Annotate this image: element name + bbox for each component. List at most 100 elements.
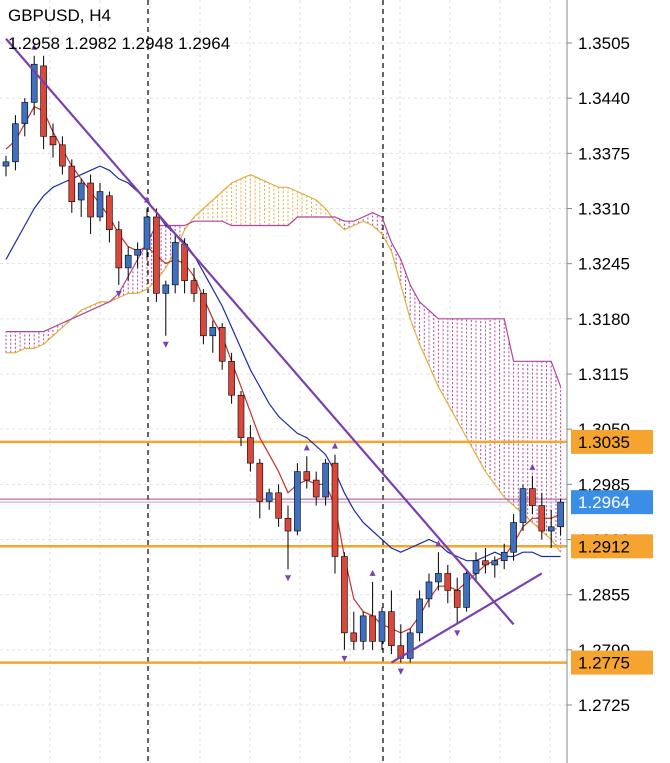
price-tick-label: 1.2985: [578, 475, 630, 494]
price-tick-label: 1.3310: [578, 200, 630, 219]
symbol-title: GBPUSD, H4: [8, 6, 111, 25]
price-tick-label: 1.2855: [578, 586, 630, 605]
candle-body: [463, 573, 470, 608]
price-tick-label: 1.3180: [578, 310, 630, 329]
fractal-up-marker: [144, 196, 150, 203]
candle-body: [181, 243, 188, 281]
candle-body: [228, 360, 235, 396]
price-tick-label: 1.3375: [578, 144, 630, 163]
candle-body: [500, 551, 508, 562]
candle-body: [218, 327, 226, 362]
senkou-span-a: [6, 173, 562, 553]
fractal-down-marker: [341, 655, 348, 662]
candle-body: [134, 248, 141, 256]
candle-body: [40, 65, 47, 137]
candle-body: [77, 182, 85, 201]
candle-body: [200, 293, 207, 337]
candle-body: [143, 216, 151, 250]
trendlines[interactable]: [5, 38, 543, 664]
chart-grid: [0, 0, 567, 763]
kijun-sen-line: [5, 165, 561, 562]
fractal-markers: [31, 43, 536, 675]
current-price-tag-label: 1.2964: [578, 493, 630, 512]
level-price-tag-label: 1.2912: [578, 537, 630, 556]
level-price-tag: [571, 429, 653, 454]
fractal-up-marker: [435, 540, 442, 547]
candle-body: [388, 611, 395, 646]
price-tags: 1.3035 1.2912 1.2775 1.2964: [571, 429, 653, 675]
candle-body: [96, 191, 104, 218]
price-tick-label: 1.3115: [578, 365, 629, 384]
candle-body: [416, 598, 423, 634]
candle-body: [303, 471, 311, 481]
fractal-up-marker: [332, 442, 338, 449]
candles: [2, 55, 564, 663]
fractal-up-marker: [369, 569, 376, 576]
candle-body: [341, 556, 348, 634]
ohlc-readout: 1.2958 1.2982 1.2948 1.2964: [8, 34, 231, 53]
candle-body: [256, 462, 264, 502]
ichimoku-cloud: [5, 173, 562, 553]
senkou-span-b: [6, 212, 562, 387]
candle-body: [265, 492, 273, 502]
candle-body: [275, 492, 282, 519]
candle-body: [171, 242, 179, 286]
candle-body: [68, 165, 76, 203]
candle-body: [294, 471, 301, 532]
candle-body: [519, 488, 527, 523]
candle-body: [49, 136, 57, 146]
candle-body: [153, 216, 160, 294]
candle-body: [435, 573, 442, 583]
candle-body: [359, 615, 367, 642]
horizontal-levels: [0, 440, 567, 664]
candle-body: [312, 479, 320, 498]
candle-body: [30, 63, 38, 103]
fractal-down-marker: [397, 668, 404, 675]
candle-body: [482, 560, 489, 566]
candle-body: [2, 161, 10, 167]
candle-body: [425, 581, 433, 600]
candle-body: [453, 590, 461, 608]
fractal-down-marker: [162, 341, 169, 348]
price-tick-label: 1.3245: [578, 255, 630, 274]
candle-body: [557, 501, 564, 528]
fractal-up-marker: [529, 463, 536, 470]
fractal-down-marker: [454, 630, 461, 637]
candle-body: [209, 327, 217, 337]
candle-body: [190, 280, 198, 294]
candle-body: [529, 488, 536, 506]
candle-body: [331, 462, 339, 557]
candle-body: [378, 611, 386, 642]
price-tick-label: 1.3440: [578, 89, 630, 108]
level-price-tag: [571, 534, 653, 559]
candle-body: [444, 573, 452, 591]
candle-body: [491, 560, 499, 566]
fractal-down-marker: [115, 290, 122, 297]
current-price-tag: [571, 490, 653, 515]
price-tick-label: 1.2725: [578, 696, 630, 715]
candle-body: [322, 462, 329, 498]
candle-body: [12, 123, 19, 163]
level-price-tag-label: 1.3035: [578, 433, 630, 452]
trendline-uptrend: [390, 572, 543, 664]
candle-body: [547, 526, 555, 532]
candle-body: [538, 505, 546, 532]
fractal-up-marker: [303, 444, 310, 451]
candle-body: [124, 254, 132, 269]
candle-body: [237, 394, 245, 438]
candle-body: [87, 182, 94, 218]
candle-body: [510, 522, 517, 553]
candle-body: [21, 102, 29, 124]
level-price-tag-label: 1.2775: [578, 654, 630, 673]
candle-body: [247, 437, 254, 464]
fractal-down-marker: [285, 575, 291, 582]
trendline-downtrend: [5, 38, 515, 626]
candle-body: [106, 195, 113, 231]
candle-body: [350, 632, 358, 642]
candle-body: [162, 284, 170, 294]
candle-body: [284, 517, 292, 532]
price-tick-label: 1.3505: [578, 34, 630, 53]
level-price-tag: [571, 650, 653, 675]
candle-body: [472, 560, 480, 574]
